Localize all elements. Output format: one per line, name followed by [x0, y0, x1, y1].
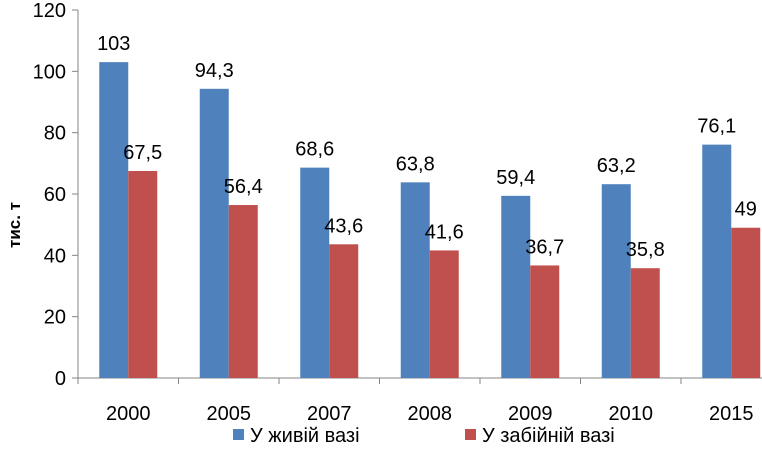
x-tick-label: 2010 [609, 403, 654, 425]
data-label-series-2: 56,4 [224, 176, 263, 198]
data-label-series-2: 49 [735, 199, 757, 221]
data-label-series-2: 41,6 [425, 221, 464, 243]
bars [99, 62, 761, 379]
bar-series-1 [702, 144, 732, 378]
bar-series-2 [630, 268, 660, 378]
bar-series-2 [329, 244, 359, 378]
bar-series-2 [731, 227, 761, 378]
y-axis: 0 20 40 60 80 100 120 [33, 0, 79, 390]
data-labels: 103 94,3 68,6 63,8 59,4 63,2 76,1 67,5 56,4 43,6 4… [97, 33, 757, 261]
data-label-series-2: 67,5 [123, 142, 162, 164]
y-tick-label: 40 [44, 245, 66, 267]
bar-series-1 [501, 195, 531, 378]
y-tick-label: 60 [44, 184, 66, 206]
y-tick-label: 100 [33, 61, 66, 83]
x-tick-label: 2007 [307, 403, 352, 425]
data-label-series-1: 103 [97, 33, 130, 55]
data-label-series-1: 68,6 [295, 139, 334, 161]
bar-series-1 [601, 184, 631, 378]
bar-series-2 [429, 250, 459, 378]
legend-swatch-series-1 [233, 429, 244, 440]
x-axis: 2000 2005 2007 2008 2009 2010 2015 [77, 377, 762, 425]
data-label-series-2: 43,6 [324, 215, 363, 237]
legend-label-series-2: У забійній вазі [482, 425, 615, 447]
data-label-series-2: 35,8 [626, 239, 665, 261]
x-tick-label: 2008 [408, 403, 453, 425]
bar-series-1 [199, 88, 229, 379]
y-axis-title: тис. т [5, 202, 24, 248]
data-label-series-1: 59,4 [496, 167, 535, 189]
data-label-series-2: 36,7 [525, 236, 564, 258]
bar-series-1 [99, 62, 129, 379]
data-label-series-1: 63,8 [396, 153, 435, 175]
y-tick-label: 120 [33, 0, 66, 22]
y-tick-label: 20 [44, 307, 66, 329]
legend-swatch-series-2 [465, 429, 476, 440]
bar-series-2 [128, 171, 158, 378]
bar-series-1 [300, 167, 330, 378]
bar-series-2 [228, 205, 258, 378]
legend-label-series-1: У живій вазі [250, 425, 360, 447]
x-tick-label: 2005 [207, 403, 252, 425]
data-label-series-1: 76,1 [697, 116, 736, 138]
x-tick-label: 2009 [508, 403, 553, 425]
legend: У живій вазі У забійній вазі [233, 425, 615, 447]
x-tick-label: 2000 [106, 403, 151, 425]
bar-series-1 [400, 182, 430, 378]
x-tick-label: 2015 [709, 403, 754, 425]
data-label-series-1: 63,2 [597, 155, 636, 177]
data-label-series-1: 94,3 [195, 60, 234, 82]
bar-series-2 [530, 265, 560, 378]
y-tick-label: 0 [55, 368, 66, 390]
y-tick-label: 80 [44, 123, 66, 145]
